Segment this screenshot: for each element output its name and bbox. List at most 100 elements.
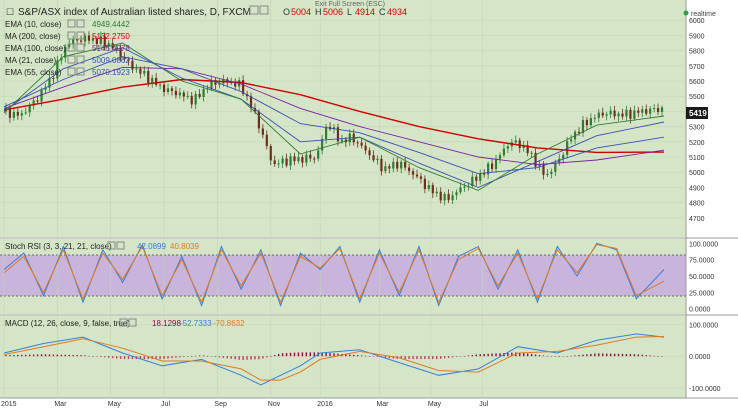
stoch-k-value: 42.0899 [137, 242, 166, 251]
indicator-gear-icon[interactable] [67, 67, 76, 76]
candle-body [526, 145, 529, 154]
candle-body [625, 109, 628, 117]
macd-label: MACD (12, 26, close, 9, false, true) [5, 319, 130, 328]
candle-body [593, 117, 596, 119]
title-settings[interactable] [249, 5, 269, 15]
candle-body [597, 112, 600, 118]
stoch-lines [3, 242, 665, 307]
macd-hist-bar [104, 356, 106, 358]
price-axis[interactable] [686, 0, 738, 409]
candle-body [558, 158, 561, 164]
candle-body [518, 140, 521, 148]
candle-body [76, 38, 79, 41]
candle-body [550, 171, 553, 175]
price-tick-label: 5900 [689, 33, 705, 40]
macd-hist-bar [495, 353, 497, 357]
candle-body [321, 139, 324, 151]
macd-hist-bar [523, 353, 525, 357]
macd-gear-icon[interactable] [119, 318, 128, 327]
candle-body [494, 158, 498, 170]
candle-body [538, 163, 541, 167]
collapse-icon[interactable]: ☐ [6, 7, 14, 17]
candle-body [629, 109, 632, 119]
indicator-value: 5145.4978 [92, 44, 130, 53]
exit-fullscreen-button[interactable]: Exit Full Screen (ESC) [315, 1, 385, 8]
macd-hist-bar [613, 353, 616, 357]
macd-hist-bar [594, 353, 596, 357]
indicator-gear-icon[interactable] [67, 31, 76, 40]
candle-body [64, 46, 67, 58]
candle-body [388, 166, 391, 169]
candle-body [68, 44, 71, 47]
indicator-close-icon[interactable] [76, 31, 85, 40]
macd-hist-bar [582, 354, 584, 357]
indicator-gear-icon[interactable] [67, 55, 76, 64]
macd-hist-bar [202, 355, 205, 357]
candle-body [542, 163, 545, 175]
indicator-close-icon[interactable] [76, 55, 85, 64]
candle-body [56, 60, 59, 79]
candle-body [281, 158, 284, 164]
price-panel[interactable] [0, 0, 686, 237]
indicator-gear-icon[interactable] [67, 43, 76, 52]
macd-tick-label: 0.0000 [689, 354, 711, 361]
macd-hist-bar [274, 355, 276, 357]
ohlc-l-value: 4914 [355, 7, 375, 17]
macd-hist-bar [127, 356, 130, 360]
macd-hist-bar [68, 354, 70, 357]
stoch-close-icon[interactable] [116, 241, 125, 250]
macd-hist-bar [621, 353, 624, 357]
gear-icon[interactable] [249, 5, 259, 15]
candle-body [475, 176, 478, 181]
macd-hist-bar [649, 355, 651, 357]
macd-hist-bar [590, 353, 592, 357]
indicator-close-icon[interactable] [76, 67, 85, 76]
indicator-close-icon[interactable] [76, 19, 85, 28]
candle-body [317, 150, 320, 159]
macd-hist-bar [139, 356, 142, 360]
candle-body [530, 152, 533, 154]
candle-body [463, 186, 466, 188]
candle-body [234, 82, 237, 87]
candle-body [174, 90, 178, 96]
indicator-legend[interactable]: EMA (10, close) 4949.4442 MA (200, close) 5… [5, 19, 130, 77]
ohlc-h-value: 5006 [323, 7, 343, 17]
macd-hist-bar [463, 355, 466, 357]
time-tick-label: Sep [214, 401, 227, 408]
macd-hist-bar [321, 352, 323, 357]
candle-body [649, 108, 652, 114]
candle-body [407, 167, 411, 172]
indicator-label: MA (21, close) [5, 56, 56, 65]
candle-body [139, 68, 142, 74]
macd-hist-bar [443, 356, 446, 359]
candle-body [653, 108, 656, 110]
realtime-dot-icon [683, 10, 689, 16]
candle-body [641, 109, 644, 113]
candle-body [570, 139, 573, 142]
candle-body [8, 107, 12, 118]
realtime-label: realtime [691, 11, 716, 18]
macd-hist-bar [246, 356, 248, 360]
macd-close-icon[interactable] [128, 318, 137, 327]
candle-body [95, 38, 98, 44]
macd-hist-bar [289, 352, 292, 357]
macd-hist-bar [353, 354, 355, 357]
ohlc-o-value: 5004 [291, 7, 311, 17]
close-icon[interactable] [259, 5, 269, 15]
macd-hist-bar [222, 356, 225, 358]
macd-hist-bar [297, 352, 300, 357]
candle-body [269, 146, 272, 161]
macd-hist-bar [309, 352, 311, 357]
indicator-close-icon[interactable] [76, 43, 85, 52]
candle-body [273, 160, 276, 164]
indicator-gear-icon[interactable] [67, 19, 76, 28]
stoch-gear-icon[interactable] [107, 241, 116, 250]
candles [4, 31, 664, 206]
candle-body [487, 163, 490, 175]
macd-hist-bar [349, 354, 351, 357]
candle-body [534, 152, 537, 167]
macd-panel[interactable] [0, 316, 686, 398]
time-tick-label: 2015 [1, 401, 17, 408]
